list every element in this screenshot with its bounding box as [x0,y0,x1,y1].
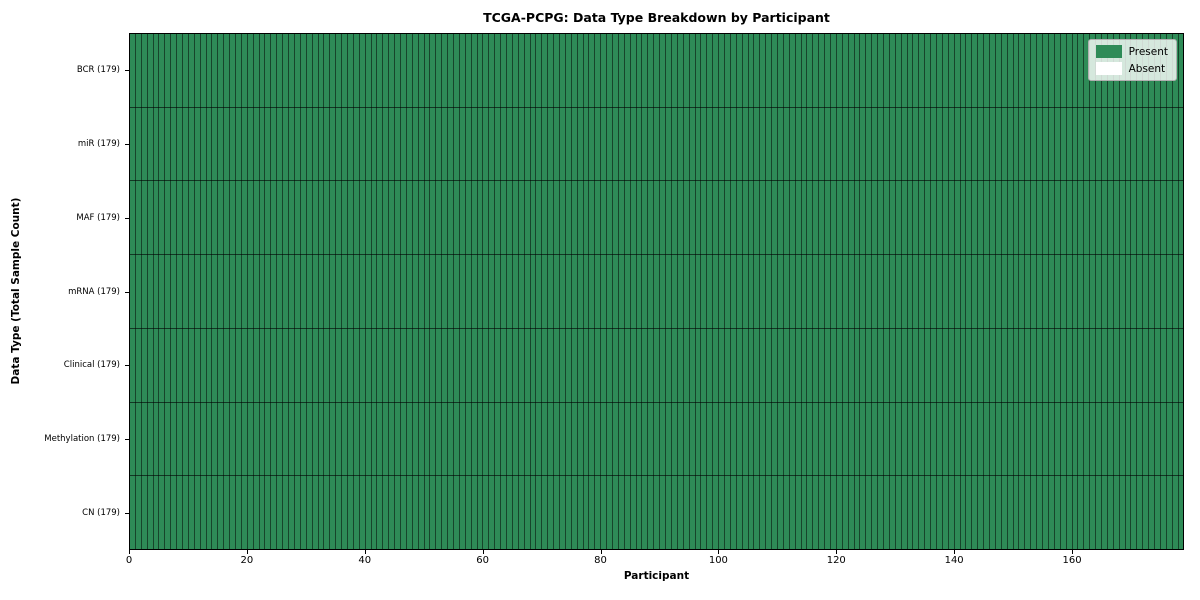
present-swatch-icon [1095,45,1122,58]
absent-swatch-icon [1095,62,1122,75]
legend: Present Absent [1087,39,1177,81]
y-tick-label: BCR (179) [76,64,120,75]
y-tick-mark [125,439,129,441]
data-type-row [130,107,1183,182]
data-type-row [130,255,1183,329]
x-tick-label: 0 [125,555,133,566]
data-type-row [130,181,1183,256]
x-tick-label: 40 [358,555,372,566]
x-tick-label: 20 [240,555,254,566]
y-tick-mark [125,291,129,293]
chart-title: TCGA-PCPG: Data Type Breakdown by Partic… [483,10,830,25]
heatmap-grid [130,34,1183,550]
y-tick-label: Clinical (179) [63,360,120,371]
x-tick-mark [129,550,130,554]
legend-label-present: Present [1128,45,1168,58]
x-tick-mark [954,550,956,554]
y-tick-label: Methylation (179) [44,434,120,445]
y-tick-label: miR (179) [77,138,120,149]
plot-area: Present Absent [129,33,1184,550]
data-type-row [130,328,1183,403]
x-tick-mark [364,550,366,554]
y-tick-label: MAF (179) [76,212,120,223]
legend-label-absent: Absent [1128,62,1166,75]
data-type-row [130,34,1183,108]
y-tick-mark [125,513,129,515]
x-axis-label: Participant [623,570,690,582]
x-tick-mark [600,550,602,554]
x-tick-mark [718,550,720,554]
y-tick-mark [125,69,129,71]
data-type-row [130,476,1183,550]
y-tick-label: mRNA (179) [68,286,120,297]
y-tick-label: CN (179) [82,508,120,519]
y-axis-label: Data Type (Total Sample Count) [10,197,22,385]
y-axis-ticks: BCR (179) miR (179) MAF (179) mRNA (179) Cli… [0,33,129,550]
x-tick-mark [482,550,484,554]
y-tick-mark [125,143,129,145]
legend-entry-absent: Absent [1095,62,1168,75]
y-tick-mark [125,365,129,367]
x-axis-ticks: 0 20 40 60 80 100 120 140 160 [125,550,1184,570]
x-tick-label: 140 [944,555,964,566]
legend-entry-present: Present [1095,45,1168,58]
x-tick-label: 60 [476,555,489,566]
x-tick-mark [836,550,838,554]
x-tick-label: 120 [826,555,846,566]
x-tick-label: 100 [708,555,728,566]
x-tick-label: 160 [1062,555,1082,566]
data-type-row [130,402,1183,477]
y-tick-mark [125,217,129,219]
x-tick-label: 80 [594,555,607,566]
x-tick-mark [1072,550,1074,554]
x-tick-mark [246,550,248,554]
